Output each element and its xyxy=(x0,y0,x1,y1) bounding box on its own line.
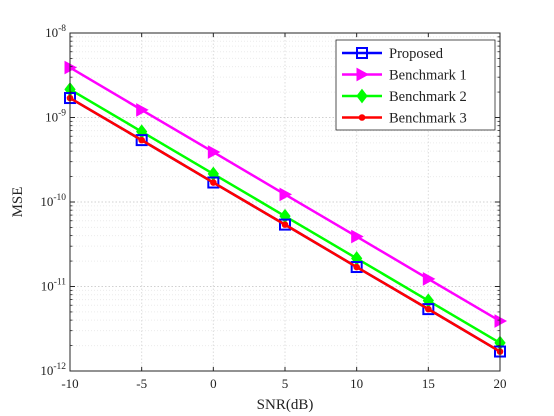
x-tick-labels: -10 -5 0 5 10 15 20 xyxy=(61,376,506,391)
legend-item: Benchmark 3 xyxy=(342,111,467,127)
legend-label: Proposed xyxy=(389,46,444,62)
x-tick-label: 10 xyxy=(350,376,363,391)
y-tick-label: 10-12 xyxy=(40,362,66,378)
data-point xyxy=(138,136,145,144)
data-point xyxy=(136,103,149,117)
data-point xyxy=(422,272,436,286)
x-tick-label: 5 xyxy=(282,376,289,391)
data-point xyxy=(210,179,217,186)
x-axis-label: SNR(dB) xyxy=(257,397,314,413)
data-point xyxy=(425,305,432,313)
data-point xyxy=(135,134,148,147)
data-point xyxy=(207,176,220,189)
legend-swatch-marker xyxy=(356,88,368,104)
y-tick-labels: 10-12 10-11 10-10 10-9 10-8 xyxy=(40,24,66,378)
legend-label: Benchmark 3 xyxy=(389,111,467,127)
data-point xyxy=(353,263,360,271)
legend-swatch-marker xyxy=(356,67,370,82)
x-tick-label: 20 xyxy=(494,376,507,391)
legend: Proposed Benchmark 1 Benchmark 2 Benchmark … xyxy=(335,39,496,131)
legend-swatch-marker xyxy=(358,114,366,121)
x-tick-label: -5 xyxy=(136,376,147,391)
legend-label: Benchmark 2 xyxy=(389,89,467,105)
legend-item: Benchmark 2 xyxy=(342,88,467,105)
y-tick-label: 10-8 xyxy=(45,24,66,40)
data-point xyxy=(279,218,291,231)
legend-label: Benchmark 1 xyxy=(389,68,467,84)
y-tick-label: 10-9 xyxy=(45,109,66,125)
data-point xyxy=(207,145,221,159)
data-point xyxy=(351,229,364,244)
legend-item: Benchmark 1 xyxy=(342,68,467,84)
data-point xyxy=(350,261,363,274)
legend-swatch-marker xyxy=(356,47,368,59)
legend-item: Proposed xyxy=(342,46,444,62)
x-tick-label: -10 xyxy=(61,376,78,391)
data-point xyxy=(422,303,435,316)
axis-ticks xyxy=(69,32,501,372)
x-tick-label: 0 xyxy=(210,376,217,391)
y-axis-label: MSE xyxy=(10,187,26,218)
y-tick-label: 10-10 xyxy=(40,193,66,209)
data-point xyxy=(279,187,293,202)
data-point xyxy=(281,221,289,228)
y-tick-label: 10-11 xyxy=(41,278,67,294)
x-tick-label: 15 xyxy=(422,376,435,391)
